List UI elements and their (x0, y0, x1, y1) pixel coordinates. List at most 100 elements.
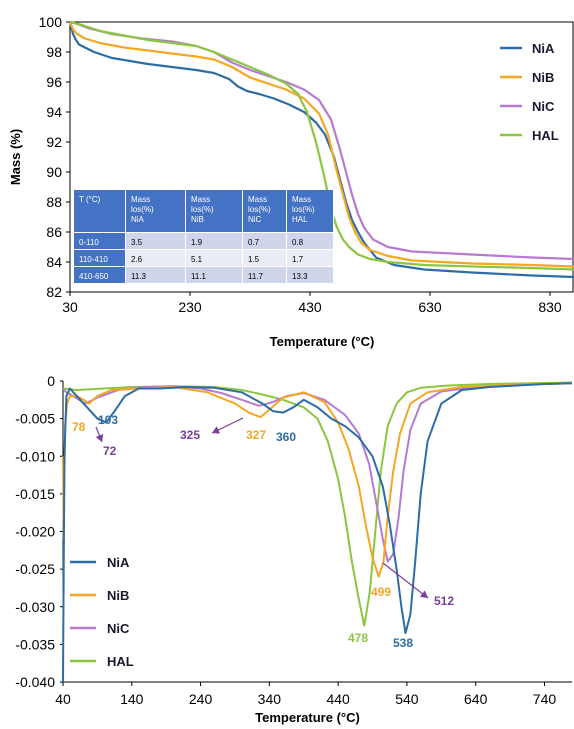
tga-series-lines (68, 20, 574, 279)
tga-y-tick-label: 96 (46, 74, 62, 90)
table-header-cell (186, 190, 242, 232)
table-cell-text: 1.7 (292, 255, 304, 264)
table-cell-text: 0.8 (292, 238, 304, 247)
tga-y-tick-label: 82 (46, 284, 62, 300)
table-header-cell (74, 190, 125, 232)
tga-y-tick-label: 94 (46, 104, 62, 120)
table-cell-text: 110-410 (79, 255, 108, 264)
table-cell (126, 267, 185, 283)
table-cell (186, 267, 242, 283)
table-header-text: NiB (191, 215, 204, 224)
dtg-x-tick-label: 440 (326, 691, 350, 707)
peak-arrowhead-72 (95, 434, 104, 442)
tga-legend-label-nib: NiB (532, 70, 554, 85)
tga-series-nib (68, 21, 574, 268)
table-header-text: NiA (131, 215, 145, 224)
table-cell-text: 410-650 (79, 272, 109, 281)
peak-label-538: 538 (393, 636, 413, 650)
table-cell (126, 250, 185, 266)
table-cell-text: 2.6 (131, 255, 143, 264)
table-header-text: HAL (292, 215, 308, 224)
dtg-y-tick-label: 0 (47, 373, 55, 389)
dtg-x-tick-label: 140 (120, 691, 144, 707)
tga-y-tick-label: 90 (46, 164, 62, 180)
table-cell (243, 267, 286, 283)
table-cell-text: 5.1 (191, 255, 203, 264)
table-cell-text: 3.5 (131, 238, 143, 247)
table-header-cell (243, 190, 286, 232)
tga-x-axis-title: Temperature (°C) (270, 334, 375, 349)
table-cell-text: 1.5 (248, 255, 260, 264)
dtg-x-tick-label: 40 (55, 691, 71, 707)
dtg-y-tick-labels: 0 -0.005 -0.010 -0.015 -0.020 -0.025 -0.030 -0.… (15, 373, 63, 690)
dtg-legend: NiA NiB NiC HAL (70, 555, 134, 669)
tga-legend: NiA NiB NiC HAL (500, 41, 559, 143)
peak-arrowhead-512 (420, 590, 428, 598)
tga-y-tick-label: 88 (46, 194, 62, 210)
peak-label-512: 512 (434, 594, 454, 608)
dtg-legend-label-nic: NiC (107, 621, 130, 636)
table-cell (243, 233, 286, 249)
mass-loss-table: T (°C) Masslos(%)NiAMasslos(%)NiBMasslos(… (74, 190, 334, 284)
table-cell-text: 11.1 (191, 272, 207, 281)
dtg-series-nic (62, 382, 573, 563)
table-header-text: Mass (292, 195, 311, 204)
table-cell-text: 11.3 (131, 272, 147, 281)
table-cell-text: 1.9 (191, 238, 203, 247)
peak-arrow-512 (382, 562, 429, 599)
dtg-y-tick-label: -0.025 (15, 561, 55, 577)
table-cell (74, 233, 125, 249)
table-header-text: Mass (131, 195, 150, 204)
table-cell-text: 13.3 (292, 272, 308, 281)
tga-x-tick-label: 630 (418, 299, 442, 315)
dtg-x-tick-label: 540 (395, 691, 419, 707)
table-cell (74, 267, 125, 283)
tga-series-hal (69, 20, 574, 271)
dtg-y-tick-label: -0.030 (15, 599, 55, 615)
dtg-legend-label-nib: NiB (107, 588, 129, 603)
tga-x-tick-label: 30 (62, 299, 78, 315)
tga-chart: 82 84 86 88 90 92 94 96 98 100 30 230 430 630 830 T (… (8, 14, 574, 349)
peak-label-325: 325 (180, 428, 200, 442)
tga-y-tick-label: 100 (39, 14, 63, 30)
dtg-y-tick-label: -0.035 (15, 636, 55, 652)
tga-y-tick-label: 98 (46, 44, 62, 60)
peak-label-327: 327 (246, 428, 266, 442)
dtg-y-tick-label: -0.020 (15, 524, 55, 540)
table-header-cell (287, 190, 333, 232)
table-cell (243, 250, 286, 266)
table-header-text: T (°C) (79, 195, 101, 204)
dtg-x-tick-label: 240 (189, 691, 213, 707)
table-cell (186, 250, 242, 266)
dtg-series-nib (62, 382, 573, 578)
dtg-series-lines (62, 381, 573, 683)
dtg-x-axis-title: Temperature (°C) (255, 710, 360, 725)
tga-x-tick-label: 230 (178, 299, 202, 315)
dtg-y-tick-label: -0.015 (15, 486, 55, 502)
peak-label-78: 78 (72, 420, 86, 434)
dtg-x-tick-labels: 40 140 240 340 440 540 640 740 (55, 682, 556, 707)
tga-x-tick-label: 430 (298, 299, 322, 315)
table-header-text: Mass (248, 195, 267, 204)
table-header-text: los(%) (292, 205, 315, 214)
peak-label-103: 103 (98, 413, 118, 427)
tga-legend-label-nia: NiA (532, 41, 555, 56)
table-header-text: Mass (191, 195, 210, 204)
dtg-peak-annotations: 78 103 72 325 327 360 499 512 478 538 (72, 413, 454, 650)
dtg-y-tick-label: -0.005 (15, 411, 55, 427)
peak-label-478: 478 (348, 631, 368, 645)
dtg-chart: 0 -0.005 -0.010 -0.015 -0.020 -0.025 -0.030 -0.… (15, 373, 573, 725)
tga-y-tick-label: 84 (46, 254, 62, 270)
peak-arrowhead-325 (212, 426, 220, 434)
dtg-y-tick-label: -0.010 (15, 448, 55, 464)
tga-x-tick-label: 830 (538, 299, 562, 315)
table-cell-text: 0-110 (79, 238, 99, 247)
dtg-legend-label-nia: NiA (107, 555, 130, 570)
dtg-x-tick-label: 640 (464, 691, 488, 707)
table-cell (287, 267, 333, 283)
tga-plot-frame (69, 21, 574, 293)
table-header-text: los(%) (248, 205, 271, 214)
dtg-series-hal (62, 381, 573, 627)
peak-label-72: 72 (103, 444, 117, 458)
